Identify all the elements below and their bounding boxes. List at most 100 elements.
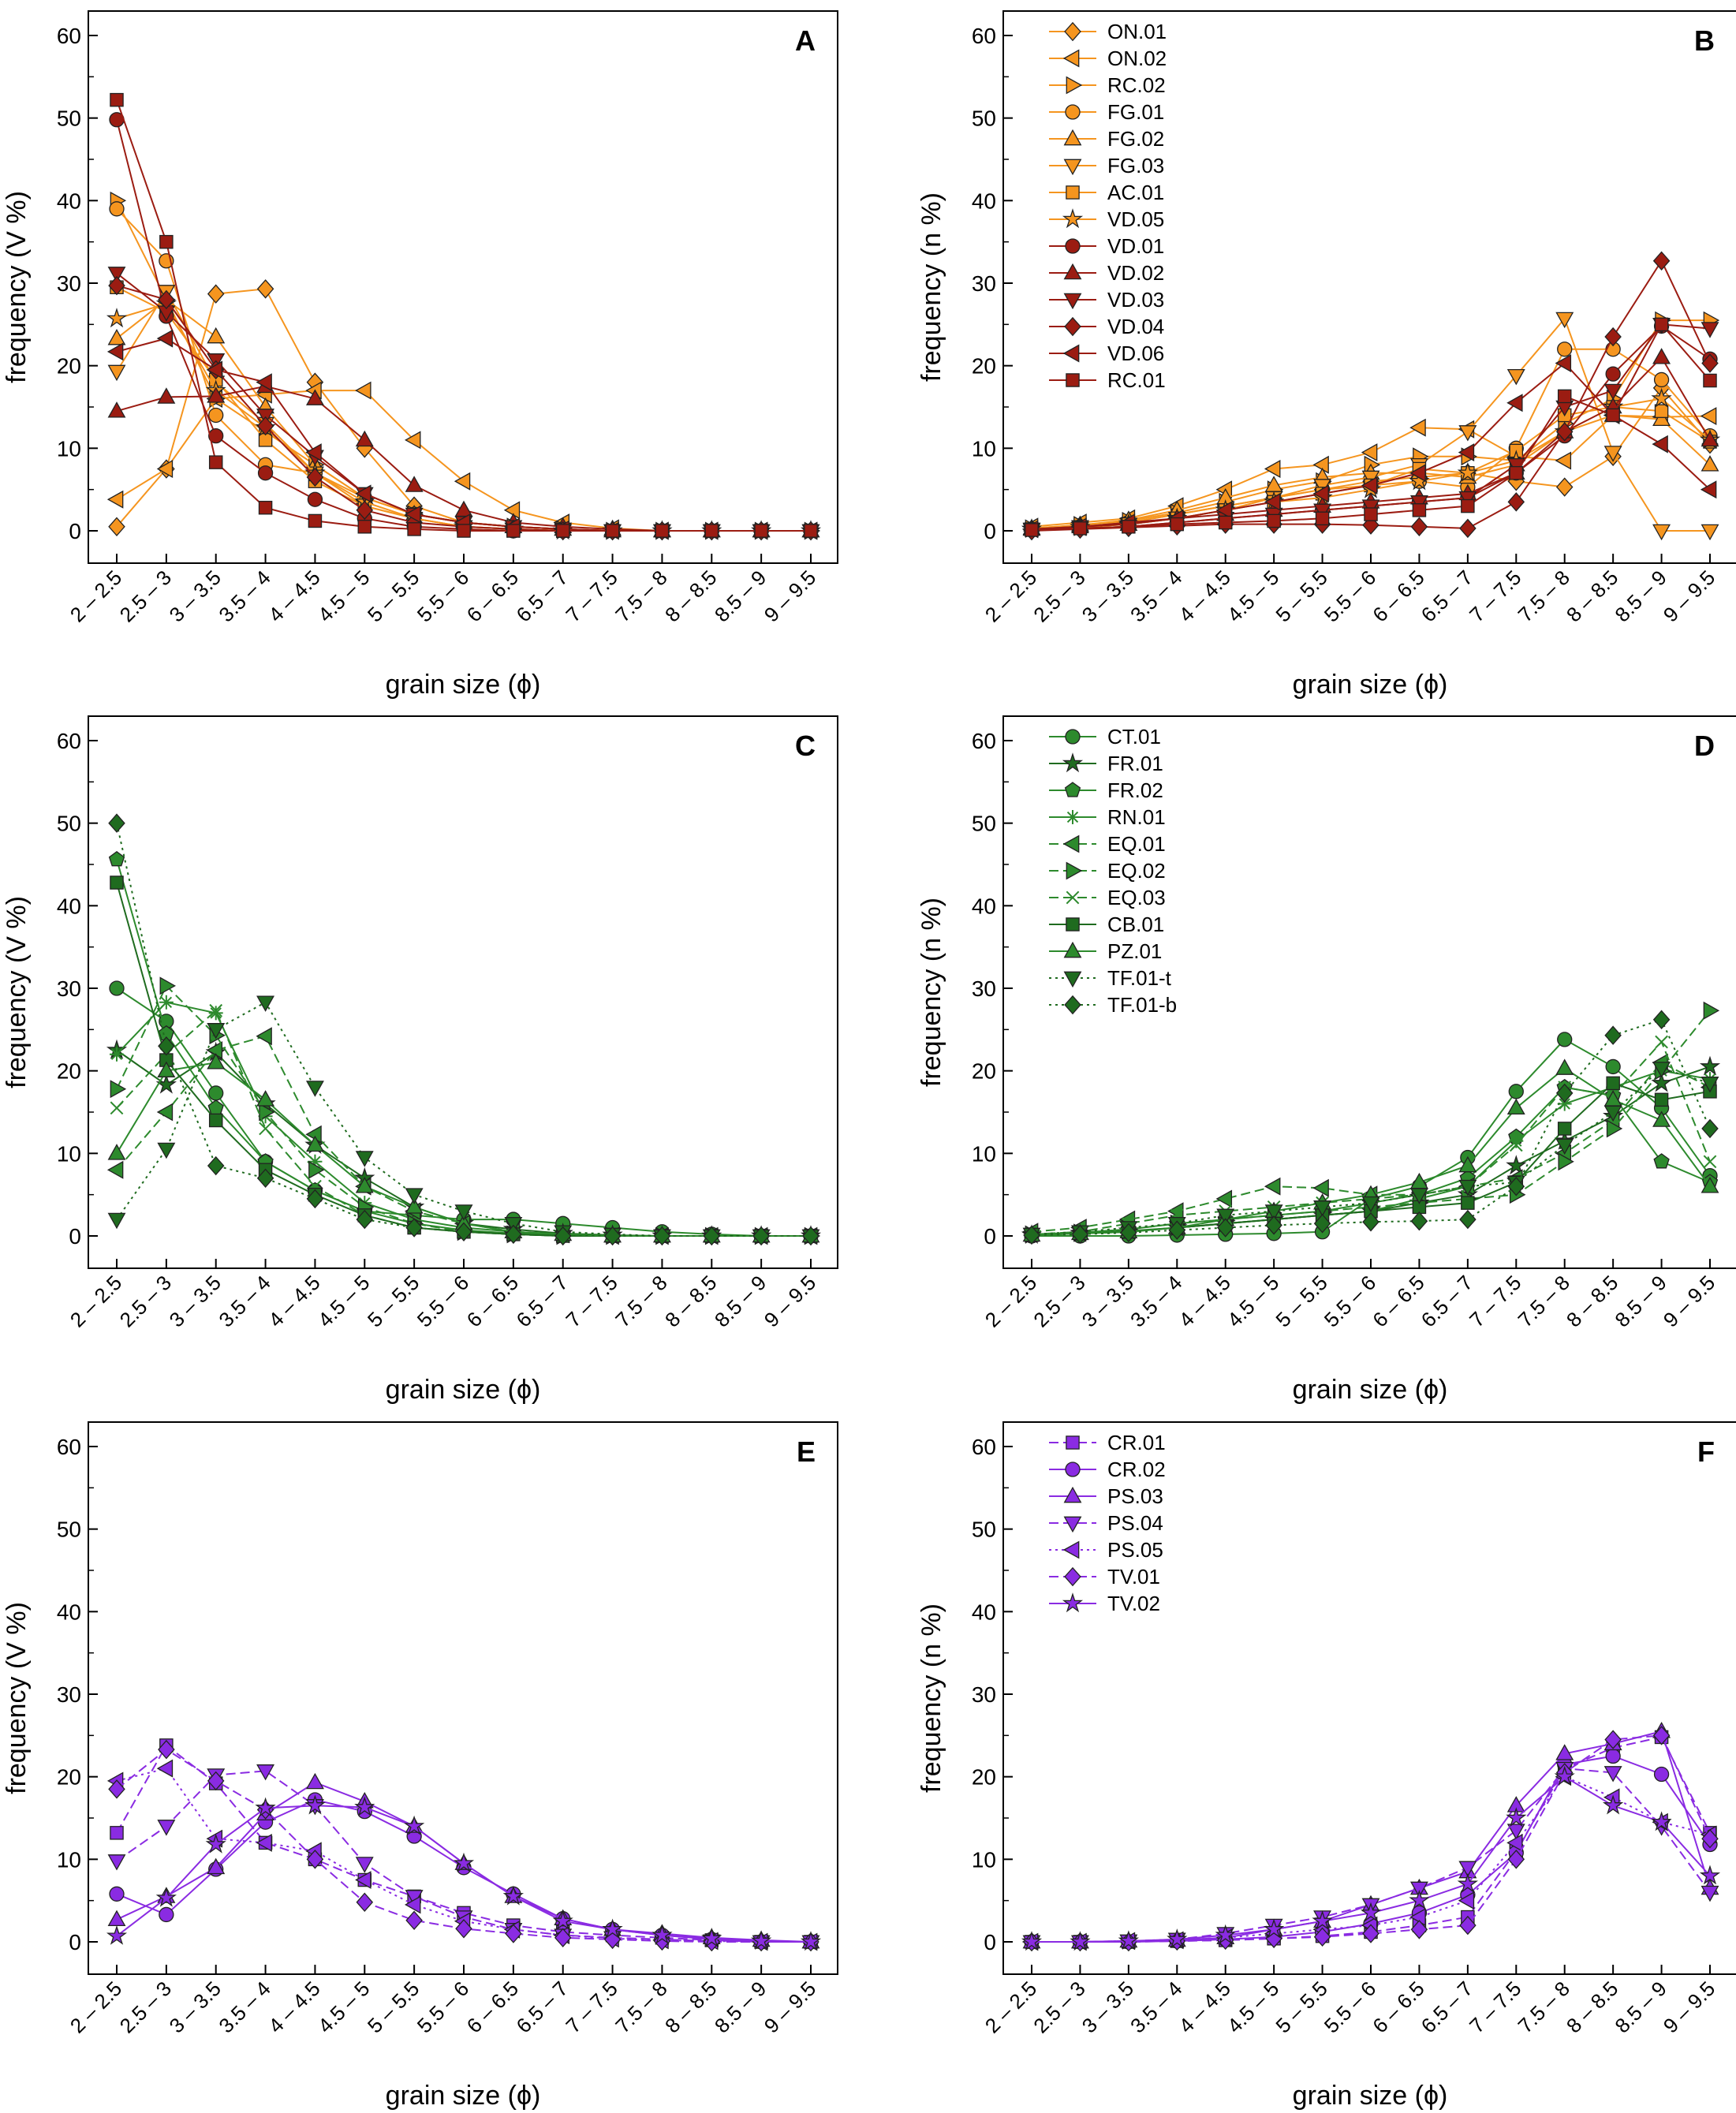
x-tick-label-a: 4.5 – 5 <box>313 566 374 626</box>
data-point <box>354 1796 375 1816</box>
legend-label: CR.02 <box>1107 1458 1166 1481</box>
y-tick-label-e: 30 <box>57 1682 81 1707</box>
legend-marker <box>1066 76 1083 95</box>
data-point <box>205 1833 226 1854</box>
x-tick-label-c: 7.5 – 8 <box>610 1271 671 1331</box>
x-tick-label-c: 5 – 5.5 <box>363 1271 424 1331</box>
data-point <box>206 1041 223 1059</box>
data-point <box>1458 1155 1477 1173</box>
y-tick-label-d: 20 <box>972 1059 996 1084</box>
y-tick-label-a: 60 <box>57 24 81 48</box>
x-axis-title-f: grain size (ϕ) <box>1293 2081 1448 2111</box>
data-point <box>306 467 324 487</box>
data-point <box>106 342 124 361</box>
x-tick-label-c: 2 – 2.5 <box>65 1271 126 1331</box>
y-tick-label-f: 60 <box>972 1435 996 1459</box>
data-point <box>106 308 128 328</box>
x-tick-label-c: 4.5 – 5 <box>313 1271 374 1331</box>
data-point <box>804 524 818 538</box>
data-point <box>1555 1138 1574 1155</box>
legend-label: VD.06 <box>1107 342 1164 365</box>
legend-label: VD.02 <box>1107 261 1164 285</box>
legend-d: CT.01 FR.01 FR.02 RN.01 EQ.01 EQ.02 EQ.03 CB.01… <box>1049 725 1177 1017</box>
x-axis-title-c: grain size (ϕ) <box>386 1375 541 1405</box>
legend-marker <box>1063 293 1082 310</box>
y-tick-label-c: 10 <box>57 1141 81 1166</box>
data-point <box>1509 465 1524 480</box>
data-point <box>1654 1092 1669 1107</box>
x-tick-label-c: 8.5 – 9 <box>710 1271 771 1331</box>
legend-label: EQ.02 <box>1107 859 1166 883</box>
y-tick-label-d: 40 <box>972 894 996 918</box>
series-a-rc-01 <box>110 92 818 538</box>
y-tick-label-d: 30 <box>972 976 996 1001</box>
data-point <box>1555 477 1574 497</box>
x-tick-label-d: 6 – 6.5 <box>1368 1271 1428 1331</box>
x-tick-label-e: 7 – 7.5 <box>561 1977 622 2037</box>
data-point <box>1555 451 1572 470</box>
data-point <box>552 1910 573 1930</box>
data-point <box>1603 1766 1622 1783</box>
data-point <box>256 1764 275 1781</box>
data-point <box>1652 409 1671 427</box>
data-point <box>1458 491 1477 508</box>
x-tick-label-b: 6 – 6.5 <box>1368 566 1428 626</box>
data-point <box>1506 1824 1525 1840</box>
legend-marker <box>1063 129 1082 146</box>
legend-marker <box>1066 917 1080 931</box>
legend-marker <box>1063 941 1082 958</box>
data-point <box>107 267 126 283</box>
data-point <box>457 524 471 538</box>
data-point <box>1409 495 1428 512</box>
data-point <box>1364 507 1378 521</box>
data-point <box>156 1103 174 1122</box>
data-point <box>1362 1212 1379 1232</box>
x-tick-label-c: 3.5 – 4 <box>214 1271 274 1331</box>
data-point <box>107 1144 126 1160</box>
data-point <box>256 1168 274 1188</box>
data-point <box>405 1218 423 1238</box>
x-tick-label-f: 8 – 8.5 <box>1562 1977 1622 2037</box>
data-point <box>1557 1096 1572 1111</box>
data-point <box>1264 1204 1283 1221</box>
y-tick-label-b: 10 <box>972 436 996 461</box>
data-point <box>107 1910 126 1927</box>
data-point <box>355 381 371 400</box>
x-tick-label-f: 2.5 – 3 <box>1029 1977 1089 2037</box>
y-tick-label-a: 40 <box>57 189 81 213</box>
data-point <box>256 279 274 299</box>
data-point <box>1652 1062 1671 1078</box>
data-point <box>207 1857 226 1875</box>
data-point <box>1653 1153 1670 1169</box>
data-point <box>157 1061 176 1077</box>
data-point <box>1409 470 1430 491</box>
data-point <box>106 1924 128 1945</box>
y-axis-title-b: frequency (n %) <box>917 192 946 382</box>
data-point <box>1602 1794 1624 1815</box>
y-tick-label-e: 50 <box>57 1518 81 1542</box>
data-point <box>1458 425 1477 442</box>
y-tick-label-d: 50 <box>972 812 996 836</box>
data-point <box>1215 501 1233 520</box>
x-tick-label-e: 6 – 6.5 <box>462 1977 523 2037</box>
data-point <box>1073 521 1088 536</box>
x-axis-title-b: grain size (ϕ) <box>1293 670 1448 700</box>
data-point <box>1360 1902 1382 1922</box>
legend-marker <box>1062 1540 1080 1559</box>
data-point <box>305 1081 324 1097</box>
data-point <box>158 1739 175 1760</box>
data-point <box>108 813 125 833</box>
legend-label: FR.02 <box>1107 778 1163 802</box>
x-tick-label-f: 5.5 – 6 <box>1320 1977 1380 2037</box>
y-axis-title-c: frequency (V %) <box>2 896 32 1088</box>
data-point <box>1167 1928 1188 1948</box>
x-tick-label-d: 7.5 – 8 <box>1514 1271 1574 1331</box>
data-point <box>1361 476 1378 495</box>
panel-label-e: E <box>797 1435 816 1468</box>
data-point <box>159 1906 174 1923</box>
data-point <box>506 524 521 538</box>
legend-label: RN.01 <box>1107 805 1166 829</box>
x-tick-label-b: 8 – 8.5 <box>1562 566 1622 626</box>
data-point <box>1264 492 1281 511</box>
x-tick-label-f: 2 – 2.5 <box>980 1977 1041 2037</box>
